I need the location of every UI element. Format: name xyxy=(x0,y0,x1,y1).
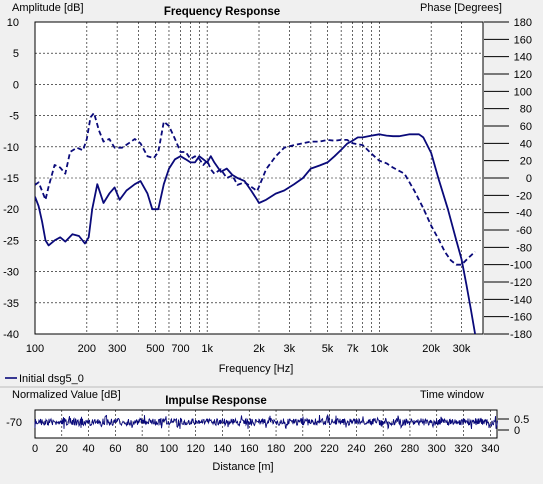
ir-xlabel: Distance [m] xyxy=(212,461,273,473)
fr-ytick-label: -15 xyxy=(3,173,19,185)
fr-xtick-label: 2k xyxy=(253,343,265,355)
fr-ytick-label: 10 xyxy=(7,17,19,29)
fr-xtick-label: 5k xyxy=(322,343,334,355)
fr-y2-axis: 180 160 140 120 100 80 60 40 20 0 -20 -40 -60 -80 -100… xyxy=(484,17,532,341)
fr-y2tick-label: -20 xyxy=(516,190,532,202)
fr-y2tick-label: -80 xyxy=(516,242,532,254)
ir-y2label: Time window xyxy=(420,389,484,401)
ir-xtick-label: 80 xyxy=(136,443,148,455)
fr-y2tick-label: -40 xyxy=(516,208,532,220)
fr-ytick-label: -20 xyxy=(3,204,19,216)
fr-xtick-label: 20k xyxy=(422,343,440,355)
ir-xtick-label: 320 xyxy=(454,443,472,455)
fr-y2tick-label: -100 xyxy=(510,260,532,272)
ir-xtick-label: 60 xyxy=(109,443,121,455)
fr-ytick-label: 5 xyxy=(13,48,19,60)
ir-xtick-label: 160 xyxy=(240,443,258,455)
fr-y-axis: 10 5 0 -5 -10 -15 -20 -25 -30 -35 -40 xyxy=(3,17,19,341)
fr-xtick-label: 100 xyxy=(26,343,44,355)
ir-xtick-label: 120 xyxy=(187,443,205,455)
fr-xtick-label: 700 xyxy=(171,343,189,355)
fr-x-axis: 100 200 300 500 700 1k 2k 3k 5k 7k 10k 20k 30k xyxy=(26,343,471,355)
fr-ytick-label: -5 xyxy=(9,111,19,123)
fr-ylabel: Amplitude [dB] xyxy=(12,2,84,14)
fr-y2tick-label: 80 xyxy=(520,104,532,116)
fr-xtick-label: 7k xyxy=(347,343,359,355)
fr-series xyxy=(35,112,476,334)
ir-ytick-label: -70 xyxy=(6,417,22,429)
fr-y2tick-label: 40 xyxy=(520,138,532,150)
ir-xtick-label: 280 xyxy=(401,443,419,455)
ir-xtick-label: 180 xyxy=(267,443,285,455)
ir-xtick-label: 340 xyxy=(481,443,499,455)
amplitude-series-line xyxy=(35,133,476,334)
fr-y2tick-label: 180 xyxy=(514,17,532,29)
ir-xtick-label: 20 xyxy=(56,443,68,455)
legend-label[interactable]: Initial dsg5_0 xyxy=(19,373,84,385)
fr-ytick-label: -35 xyxy=(3,298,19,310)
fr-ytick-label: -10 xyxy=(3,142,19,154)
fr-xtick-label: 10k xyxy=(370,343,388,355)
phase-series-line xyxy=(35,112,476,266)
ir-y2tick-label: 0.5 xyxy=(514,414,529,426)
fr-ytick-label: 0 xyxy=(13,79,19,91)
ir-xtick-label: 200 xyxy=(294,443,312,455)
ir-xtick-label: 300 xyxy=(428,443,446,455)
fr-ytick-label: -25 xyxy=(3,235,19,247)
fr-xtick-label: 300 xyxy=(108,343,126,355)
fr-y2label: Phase [Degrees] xyxy=(420,2,502,14)
ir-xtick-label: 220 xyxy=(320,443,338,455)
fr-xtick-label: 30k xyxy=(453,343,471,355)
ir-xtick-label: 140 xyxy=(213,443,231,455)
ir-trace-line xyxy=(34,413,498,430)
ir-xtick-label: 240 xyxy=(347,443,365,455)
fr-y2tick-label: -180 xyxy=(510,329,532,341)
fr-xtick-label: 3k xyxy=(284,343,296,355)
fr-xlabel: Frequency [Hz] xyxy=(219,363,294,375)
fr-y2tick-label: -60 xyxy=(516,225,532,237)
ir-xtick-label: 100 xyxy=(160,443,178,455)
ir-title: Impulse Response xyxy=(165,395,267,407)
ir-xtick-label: 40 xyxy=(82,443,94,455)
fr-title: Frequency Response xyxy=(164,6,280,18)
fr-y2tick-label: 20 xyxy=(520,156,532,168)
ir-ylabel: Normalized Value [dB] xyxy=(12,389,121,401)
fr-y2tick-label: 100 xyxy=(514,86,532,98)
fr-y2tick-label: -120 xyxy=(510,277,532,289)
ir-y2tick-label: 0 xyxy=(514,425,520,437)
fr-y2tick-label: 160 xyxy=(514,34,532,46)
fr-y2tick-label: -140 xyxy=(510,294,532,306)
ir-xtick-label: 260 xyxy=(374,443,392,455)
fr-ytick-label: -30 xyxy=(3,267,19,279)
ir-axes: 0 20 40 60 80 100 120 140 160 180 200 220 240 260 280 3… xyxy=(6,414,529,455)
fr-xtick-label: 200 xyxy=(78,343,96,355)
fr-grid xyxy=(34,21,484,335)
fr-xtick-label: 500 xyxy=(146,343,164,355)
ir-xtick-label: 0 xyxy=(32,443,38,455)
fr-y2tick-label: 140 xyxy=(514,52,532,64)
fr-y2tick-label: -160 xyxy=(510,312,532,324)
fr-y2tick-label: 60 xyxy=(520,121,532,133)
fr-ytick-label: -40 xyxy=(3,329,19,341)
fr-xtick-label: 1k xyxy=(201,343,213,355)
ir-trace xyxy=(34,413,498,430)
fr-y2tick-label: 0 xyxy=(526,173,532,185)
fr-y2tick-label: 120 xyxy=(514,69,532,81)
